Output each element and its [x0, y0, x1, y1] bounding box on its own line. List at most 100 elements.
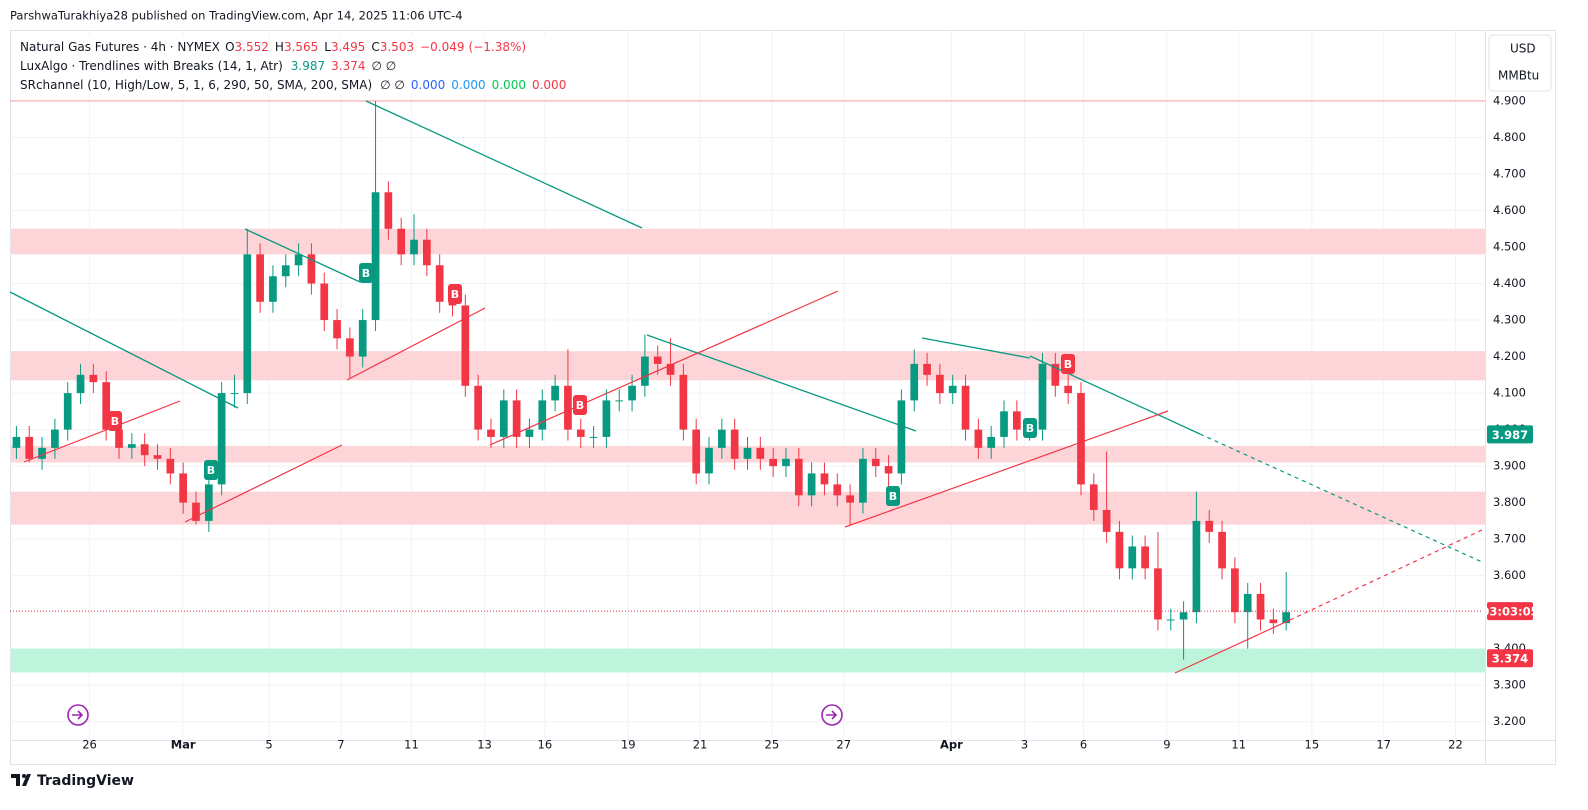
price-label-box — [1487, 649, 1533, 668]
candle-body — [256, 254, 264, 302]
candle-body — [397, 228, 406, 255]
plot-area — [10, 31, 1485, 740]
indicator-name: LuxAlgo · Trendlines with Breaks (14, 1,… — [20, 59, 283, 73]
candle-body — [512, 400, 521, 437]
brand: TradingView — [37, 773, 134, 789]
candle-body — [1166, 619, 1175, 621]
candle-body — [743, 447, 752, 459]
candle-body — [1038, 363, 1047, 430]
y-tick-label: 4.800 — [1493, 130, 1526, 144]
candle-body — [166, 458, 175, 474]
candle-body — [128, 444, 136, 448]
ohlc-name: H — [275, 40, 284, 54]
price-label: 3.374 — [1492, 652, 1528, 666]
x-tick-label: 21 — [693, 738, 708, 752]
candle-body — [461, 305, 470, 386]
candle-body — [1218, 531, 1226, 569]
candle-body — [756, 447, 765, 459]
candle-body — [974, 429, 983, 448]
candle-body — [576, 429, 585, 437]
badge — [204, 460, 218, 480]
candle-body — [551, 385, 559, 401]
badge — [108, 411, 122, 431]
candle-body — [807, 473, 816, 496]
candle-body — [884, 466, 893, 474]
circle-icon — [67, 704, 89, 726]
y-tick-label: 4.100 — [1493, 386, 1526, 400]
badge-label: B — [889, 490, 897, 503]
candle-body — [589, 436, 598, 438]
badge — [448, 284, 462, 304]
breakout-badges: B B B B B B B B — [108, 263, 1075, 506]
candle-body — [615, 400, 624, 402]
legend-line: SRchannel (10, High/Low, 5, 1, 6, 290, 5… — [20, 78, 566, 92]
candle-body — [705, 447, 713, 474]
indicator-value: 3.987 — [291, 59, 325, 73]
y-tick-label: 4.400 — [1493, 276, 1526, 290]
x-tick-label: Mar — [171, 738, 196, 752]
candle-body — [192, 502, 200, 521]
candle-body — [628, 385, 636, 401]
price-label: 3.987 — [1492, 428, 1528, 442]
x-tick-label: 3 — [1021, 738, 1028, 752]
candle-body — [51, 429, 59, 448]
currency[interactable]: USD — [1510, 42, 1536, 56]
y-tick-label: 3.900 — [1493, 459, 1526, 473]
x-tick-label: 22 — [1448, 738, 1463, 752]
ohlc-name: C — [371, 40, 379, 54]
x-tick-label: 13 — [477, 738, 492, 752]
legend-bg — [14, 36, 574, 94]
x-tick-label: 11 — [1231, 738, 1246, 752]
sr-zone — [11, 648, 1485, 673]
candle-body — [871, 458, 880, 467]
trendline — [184, 444, 343, 523]
candle-body — [692, 429, 701, 474]
candle-body — [718, 429, 726, 448]
indicator-value: 3.374 — [331, 59, 365, 73]
candle-body — [923, 363, 931, 375]
badge — [1023, 418, 1037, 438]
candle-body — [371, 192, 380, 321]
candle-body — [833, 484, 842, 496]
candle-body — [63, 393, 72, 430]
candle-body — [1128, 546, 1137, 569]
sr-zone — [11, 491, 1485, 525]
indicator-tail: ∅ ∅ — [372, 59, 397, 73]
trendline-projection — [1289, 529, 1483, 621]
x-tick-label: 6 — [1080, 738, 1087, 752]
candle-body — [1269, 619, 1278, 624]
indicator-value: 0.000 — [532, 78, 566, 92]
candle-body — [410, 239, 418, 255]
candle-body — [204, 484, 213, 521]
candle-body — [987, 436, 996, 448]
sr-zone — [11, 351, 1485, 381]
candle-body — [358, 320, 367, 357]
frame — [10, 30, 1556, 765]
unit[interactable]: MMBtu — [1498, 69, 1539, 83]
candle-body — [1000, 411, 1008, 437]
x-tick-label: 5 — [265, 738, 272, 752]
ohlc-value: 3.503 — [380, 40, 414, 54]
ohlc-name: L — [324, 40, 331, 54]
candle-body — [602, 400, 611, 437]
candle-body — [217, 393, 226, 485]
candle-body — [423, 239, 431, 266]
trendline — [346, 307, 486, 381]
candle-body — [25, 436, 34, 459]
currency-box[interactable] — [1488, 34, 1552, 92]
y-tick-label: 3.200 — [1493, 714, 1526, 728]
publisher: ParshwaTurakhiya28 published on TradingV… — [10, 9, 463, 23]
x-tick-label: 27 — [836, 738, 851, 752]
x-tick-label: 26 — [82, 738, 97, 752]
y-tick-label: 4.300 — [1493, 313, 1526, 327]
candle-body — [76, 374, 85, 394]
candle-body — [948, 385, 957, 394]
candle-body — [1115, 531, 1124, 569]
indicator-name: SRchannel (10, High/Low, 5, 1, 6, 290, 5… — [20, 78, 372, 92]
badge — [1061, 354, 1075, 374]
candle-body — [1064, 385, 1072, 394]
badge-label: B — [207, 464, 215, 477]
candle-body — [1282, 612, 1291, 624]
candle-body — [487, 429, 495, 437]
